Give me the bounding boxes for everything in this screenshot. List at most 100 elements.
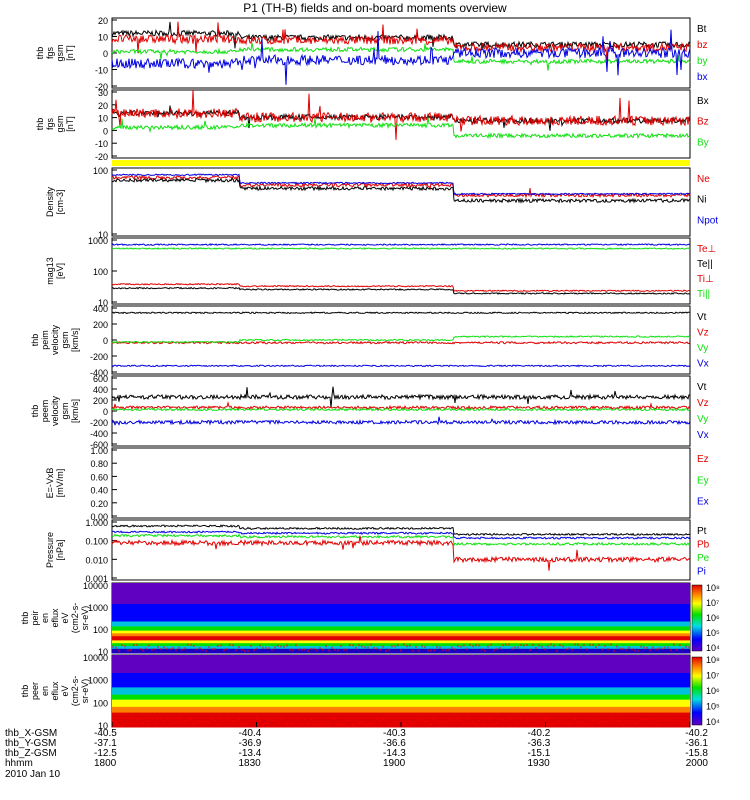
spectrogram-noise bbox=[118, 649, 120, 652]
spectrogram-noise bbox=[457, 717, 459, 720]
y-tick-label: 0 bbox=[103, 49, 108, 59]
y-axis-label: sr-eV) bbox=[80, 606, 90, 631]
spectrogram-noise bbox=[238, 717, 240, 720]
spectrogram-noise bbox=[190, 717, 192, 720]
spectrogram-noise bbox=[607, 719, 609, 722]
spectrogram-noise bbox=[322, 648, 324, 651]
x-axis-value: 2000 bbox=[685, 758, 708, 769]
spectrogram-noise bbox=[607, 648, 609, 651]
x-axis-value: -15.8 bbox=[685, 748, 708, 759]
spectrogram-noise bbox=[355, 718, 357, 721]
spectrogram-noise bbox=[529, 719, 531, 722]
spectrogram-noise bbox=[163, 719, 165, 722]
spectrogram-noise bbox=[577, 721, 579, 724]
legend-fgh: Bz bbox=[697, 117, 709, 128]
spectrogram-noise bbox=[193, 722, 195, 725]
spectrogram-noise bbox=[472, 645, 474, 648]
spectrogram-noise bbox=[649, 718, 651, 721]
y-tick-label: 100 bbox=[93, 166, 108, 176]
spectrogram-noise bbox=[394, 645, 396, 648]
spectrogram-noise bbox=[139, 718, 141, 721]
spectrogram-band bbox=[112, 626, 690, 632]
y-tick-label: 1.00 bbox=[90, 446, 108, 456]
spectrogram-noise bbox=[664, 646, 666, 649]
spectrogram-noise bbox=[505, 643, 507, 646]
spectrogram-noise bbox=[115, 721, 117, 724]
spectrogram-noise bbox=[463, 722, 465, 725]
spectrogram-noise bbox=[595, 718, 597, 721]
legend-pressure: Pi bbox=[697, 567, 706, 578]
spectrogram-noise bbox=[211, 718, 213, 721]
y-axis-label: Pressure bbox=[45, 532, 55, 568]
spectrogram-noise bbox=[643, 718, 645, 721]
y-tick-label: 1000 bbox=[88, 676, 108, 686]
spectrogram-noise bbox=[358, 721, 360, 724]
spectrogram-noise bbox=[112, 719, 114, 722]
spectrogram-noise bbox=[535, 646, 537, 649]
spectrogram-noise bbox=[193, 644, 195, 647]
spectrogram-noise bbox=[472, 722, 474, 725]
spectrogram-noise bbox=[589, 718, 591, 721]
quality-flag-bar bbox=[112, 160, 690, 166]
y-axis-label: eflux bbox=[50, 681, 60, 701]
series-bx bbox=[111, 29, 691, 85]
spectrogram-noise bbox=[277, 644, 279, 647]
spectrogram-noise bbox=[466, 717, 468, 720]
spectrogram-noise bbox=[382, 645, 384, 648]
spectrogram-noise bbox=[559, 720, 561, 723]
spectrogram-noise bbox=[172, 721, 174, 724]
spectrogram-band bbox=[112, 636, 690, 641]
spectrogram-noise bbox=[250, 644, 252, 647]
y-axis-label: gsm bbox=[60, 331, 70, 348]
legend-fgh: By bbox=[697, 137, 709, 148]
spectrogram-noise bbox=[688, 646, 690, 649]
spectrogram-noise bbox=[583, 644, 585, 647]
y-tick-label: 0 bbox=[103, 126, 108, 136]
spectrogram-noise bbox=[289, 717, 291, 720]
spectrogram-noise bbox=[373, 721, 375, 724]
spectrogram-noise bbox=[634, 722, 636, 725]
spectrogram-noise bbox=[331, 646, 333, 649]
spectrogram-noise bbox=[325, 722, 327, 725]
series-Vy bbox=[111, 407, 691, 412]
spectrogram-noise bbox=[304, 648, 306, 651]
spectrogram-noise bbox=[571, 722, 573, 725]
y-tick-label: -600 bbox=[90, 440, 108, 450]
spectrogram-noise bbox=[346, 719, 348, 722]
spectrogram-noise bbox=[352, 644, 354, 647]
spectrogram-noise bbox=[622, 647, 624, 650]
spectrogram-noise bbox=[451, 719, 453, 722]
spectrogram-noise bbox=[682, 647, 684, 650]
series-Te-perp bbox=[111, 243, 691, 247]
spectrogram-noise bbox=[433, 649, 435, 652]
spectrogram-noise bbox=[640, 718, 642, 721]
spectrogram-noise bbox=[298, 648, 300, 651]
spectrogram-noise bbox=[373, 646, 375, 649]
spectrogram-noise bbox=[214, 647, 216, 650]
spectrogram-noise bbox=[577, 643, 579, 646]
spectrogram-band bbox=[112, 687, 690, 696]
spectrogram-noise bbox=[382, 717, 384, 720]
spectrogram-noise bbox=[355, 646, 357, 649]
series-bz bbox=[111, 21, 691, 61]
spectrogram-noise bbox=[544, 648, 546, 651]
spectrogram-noise bbox=[271, 648, 273, 651]
spectrogram-noise bbox=[127, 721, 129, 724]
spectrogram-noise bbox=[328, 649, 330, 652]
spectrogram-noise bbox=[550, 723, 552, 726]
spectrogram-noise bbox=[415, 645, 417, 648]
series-Vt bbox=[111, 311, 690, 315]
spectrogram-noise bbox=[133, 722, 135, 725]
spectrogram-noise bbox=[604, 644, 606, 647]
spectrogram-noise bbox=[454, 720, 456, 723]
spectrogram-noise bbox=[160, 717, 162, 720]
spectrogram-noise bbox=[118, 724, 120, 727]
series-Ti-par bbox=[111, 247, 690, 250]
spectrogram-noise bbox=[439, 646, 441, 649]
spectrogram-noise bbox=[610, 717, 612, 720]
y-tick-label: 0 bbox=[103, 407, 108, 417]
spectrogram-noise bbox=[526, 644, 528, 647]
spectrogram-noise bbox=[142, 721, 144, 724]
spectrogram-noise bbox=[445, 721, 447, 724]
spectrogram-noise bbox=[280, 717, 282, 720]
